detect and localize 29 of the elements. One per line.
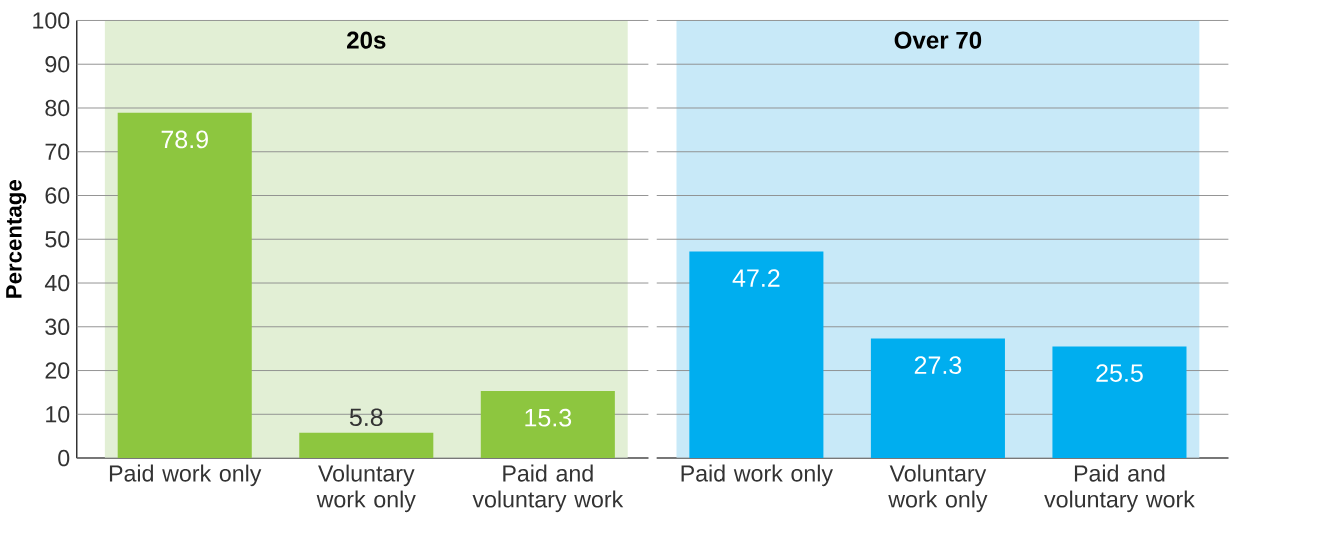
x-tick-label: Paid work only — [109, 464, 262, 487]
data-label: 5.8 — [349, 408, 383, 427]
y-tick-label: 90 — [45, 55, 70, 73]
data-label: 47.2 — [732, 269, 780, 287]
data-label: 15.3 — [525, 408, 572, 427]
y-tick-label: 70 — [45, 143, 70, 160]
y-tick-label: 10 — [46, 406, 70, 423]
x-tick-label: Voluntary work only — [888, 464, 988, 513]
y-tick-label: 40 — [44, 274, 70, 292]
y-tick-label: 80 — [45, 99, 70, 117]
y-tick-label: 100 — [33, 12, 70, 29]
y-tick-label: 30 — [45, 318, 70, 335]
bar — [480, 391, 615, 458]
data-label: 27.3 — [914, 356, 962, 374]
y-tick-label: 60 — [45, 187, 70, 204]
x-tick-label: Paid work only — [681, 464, 833, 487]
band-label: Over 70 — [894, 31, 982, 49]
y-axis-title: Percentage — [6, 179, 27, 298]
x-tick-label: Paid and voluntary work — [1044, 464, 1195, 513]
y-tick-label: 20 — [45, 362, 70, 379]
data-label: 25.5 — [1096, 364, 1143, 382]
y-tick-label: 50 — [45, 231, 70, 248]
band-label: 20s — [347, 31, 386, 49]
data-label: 78.9 — [161, 130, 208, 149]
bar — [117, 112, 252, 458]
x-tick-label: Voluntary work only — [316, 464, 416, 513]
bar — [299, 432, 434, 458]
x-tick-label: Paid and voluntary work — [472, 464, 624, 513]
y-tick-label: 0 — [58, 449, 70, 467]
